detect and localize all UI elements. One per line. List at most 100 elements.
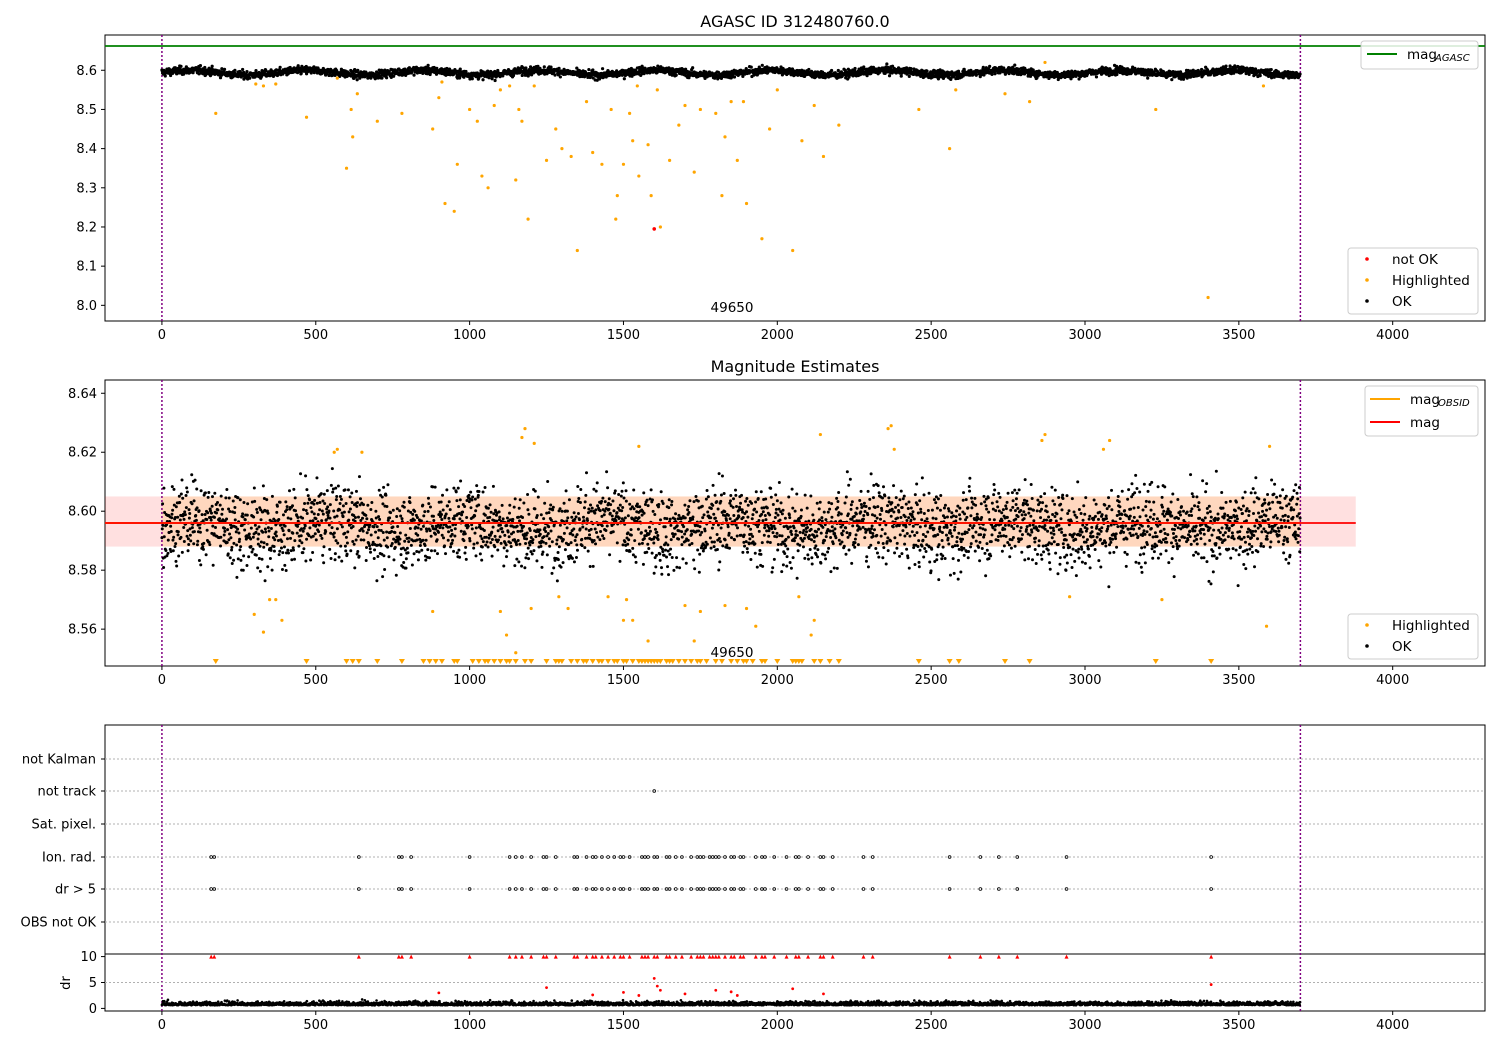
- ok-point: [408, 527, 412, 531]
- ok-point: [171, 508, 175, 512]
- ok-point: [612, 509, 616, 513]
- ok-point: [435, 552, 439, 556]
- ok-point: [269, 526, 273, 530]
- ok-point: [605, 470, 609, 474]
- ok-point: [642, 511, 646, 515]
- ok-point: [440, 533, 444, 537]
- ok-point: [299, 534, 303, 538]
- ok-point: [415, 538, 419, 542]
- ok-point: [547, 537, 551, 541]
- ok-point: [238, 498, 242, 502]
- ok-point: [219, 494, 223, 498]
- ok-point: [281, 551, 285, 555]
- ok-point: [249, 537, 253, 541]
- ok-point: [365, 517, 369, 521]
- ok-point: [504, 555, 508, 559]
- ok-point: [313, 532, 317, 536]
- ok-point: [259, 518, 263, 522]
- ok-point: [398, 509, 402, 513]
- ok-point: [518, 542, 522, 546]
- ok-point: [493, 545, 497, 549]
- ok-point: [424, 538, 428, 542]
- ok-point: [381, 575, 385, 579]
- ok-point: [589, 509, 593, 513]
- highlighted-point: [729, 100, 733, 104]
- ok-point: [478, 552, 482, 556]
- ok-point: [441, 508, 445, 512]
- ok-point: [561, 538, 565, 542]
- ok-point: [300, 541, 304, 545]
- ok-point: [649, 488, 653, 492]
- ok-point: [469, 506, 473, 510]
- ok-point: [477, 489, 481, 493]
- ok-point: [190, 526, 194, 530]
- highlighted-point: [452, 209, 456, 213]
- ok-point: [239, 545, 243, 549]
- ok-point: [366, 503, 370, 507]
- highlighted-point: [720, 194, 724, 198]
- ok-point: [528, 529, 532, 533]
- ok-point: [353, 566, 357, 570]
- ok-point: [231, 499, 235, 503]
- highlighted-point: [677, 123, 681, 127]
- ok-point: [487, 536, 491, 540]
- ok-point: [228, 510, 232, 514]
- ok-point: [582, 519, 586, 523]
- ok-point: [473, 497, 477, 501]
- ok-point: [331, 490, 335, 494]
- ok-point: [305, 511, 309, 515]
- ok-point: [629, 533, 633, 537]
- ok-point: [225, 517, 229, 521]
- ok-point: [523, 566, 527, 570]
- ok-point: [254, 69, 258, 73]
- ok-point: [583, 500, 587, 504]
- ok-point: [325, 489, 329, 493]
- ok-point: [160, 527, 164, 531]
- ok-point: [459, 479, 463, 483]
- ok-point: [598, 538, 602, 542]
- ok-point: [261, 484, 265, 488]
- ok-point: [486, 506, 490, 510]
- ok-point: [639, 531, 643, 535]
- ok-point: [180, 478, 184, 482]
- ok-point: [393, 545, 397, 549]
- ok-point: [266, 526, 270, 530]
- ok-point: [287, 489, 291, 493]
- ok-point: [608, 553, 612, 557]
- ok-point: [485, 540, 489, 544]
- ok-point: [567, 543, 571, 547]
- highlighted-point: [443, 201, 447, 206]
- ok-point: [400, 517, 404, 521]
- ok-point: [619, 494, 623, 498]
- ok-point: [181, 496, 185, 500]
- ok-point: [456, 486, 460, 490]
- ok-point: [542, 65, 546, 69]
- legend-mag-agasc: mag AGASC: [1360, 40, 1479, 70]
- ok-point: [344, 549, 348, 553]
- highlighted-point: [486, 186, 490, 190]
- ok-point: [547, 511, 551, 515]
- ok-point: [239, 558, 243, 562]
- ok-point: [249, 544, 253, 548]
- ok-point: [328, 547, 332, 551]
- ok-point: [466, 524, 470, 528]
- ok-point: [277, 553, 281, 557]
- ok-point: [511, 73, 516, 78]
- ok-point: [333, 558, 337, 562]
- ok-point: [369, 507, 373, 511]
- ok-point: [178, 500, 182, 504]
- ok-point: [521, 516, 525, 520]
- ok-point: [375, 579, 379, 583]
- ok-point: [634, 560, 638, 564]
- ok-point: [399, 553, 403, 557]
- highlighted-point: [800, 139, 804, 143]
- ok-point: [512, 530, 516, 534]
- highlighted-point: [526, 217, 530, 221]
- ok-point: [309, 558, 313, 562]
- ok-point: [602, 513, 606, 517]
- ok-point: [565, 519, 569, 523]
- x-tick-label: 3500: [1222, 328, 1255, 343]
- highlighted-point: [635, 84, 639, 88]
- ok-point: [216, 500, 220, 504]
- ok-point: [372, 556, 376, 560]
